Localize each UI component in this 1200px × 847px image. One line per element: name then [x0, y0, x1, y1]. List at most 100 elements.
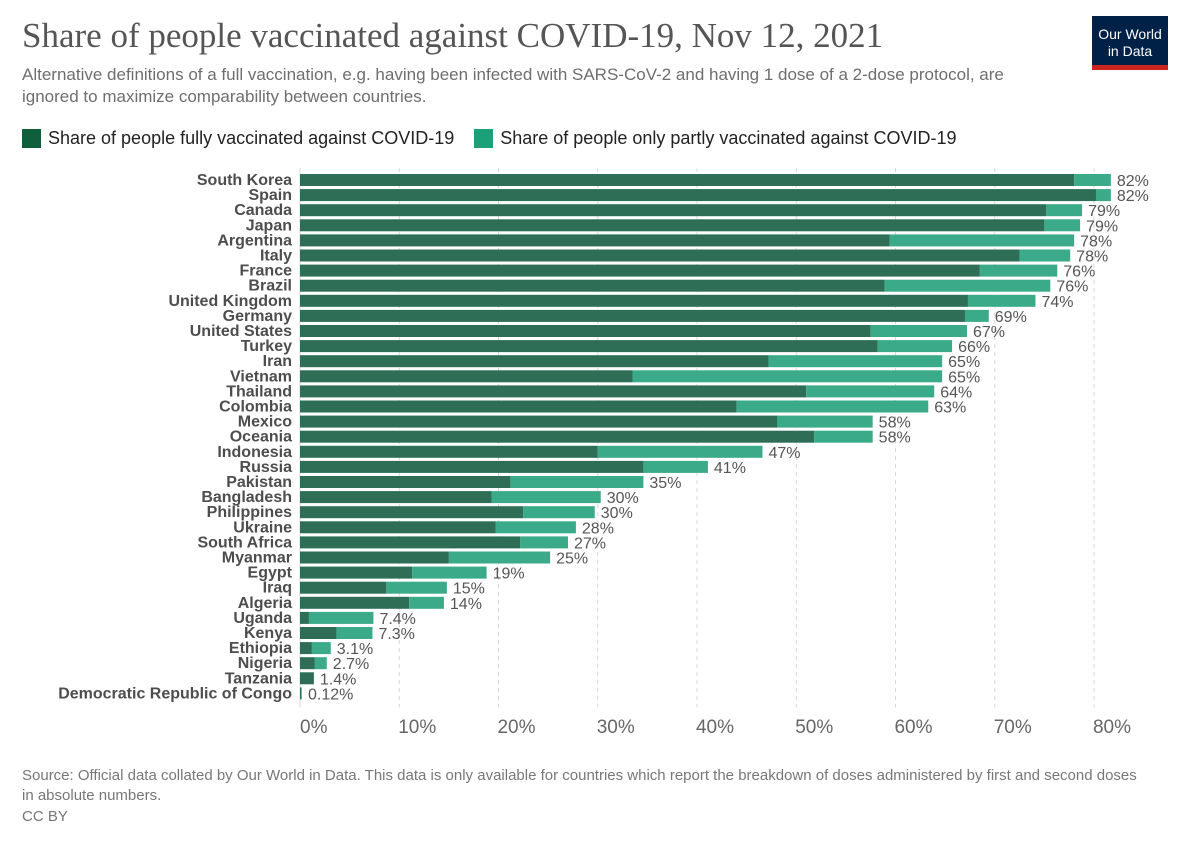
value-label: 67% — [973, 324, 1005, 341]
value-label: 65% — [948, 369, 980, 386]
bar-partly-vaccinated — [448, 551, 551, 564]
value-label: 76% — [1063, 264, 1095, 281]
category-label: Spain — [248, 187, 292, 204]
value-label: 3.1% — [337, 641, 373, 658]
bar-fully-vaccinated — [300, 294, 968, 307]
bar-partly-vaccinated — [736, 400, 929, 413]
category-label: Indonesia — [217, 444, 292, 461]
bar-fully-vaccinated — [300, 219, 1045, 232]
value-label: 19% — [493, 566, 525, 583]
value-label: 63% — [934, 400, 966, 417]
category-label: Germany — [223, 308, 292, 325]
bar-fully-vaccinated — [300, 611, 309, 624]
value-label: 2.7% — [333, 656, 369, 673]
bar-fully-vaccinated — [300, 189, 1096, 202]
category-label: United Kingdom — [168, 293, 292, 310]
bar-fully-vaccinated — [300, 400, 737, 413]
bar-fully-vaccinated — [300, 204, 1047, 217]
bar-partly-vaccinated — [777, 415, 873, 428]
bar-partly-vaccinated — [643, 460, 708, 473]
category-label: Brazil — [248, 278, 292, 295]
value-label: 28% — [582, 520, 614, 537]
category-label: Mexico — [238, 414, 292, 431]
bar-partly-vaccinated — [979, 264, 1058, 277]
bar-partly-vaccinated — [336, 627, 373, 639]
category-label: Ukraine — [233, 519, 292, 536]
category-label: Tanzania — [225, 670, 292, 687]
bar-fully-vaccinated — [300, 687, 301, 700]
owid-logo[interactable]: Our World in Data — [1092, 16, 1168, 70]
value-label: 30% — [607, 490, 639, 507]
category-label: Vietnam — [230, 368, 292, 385]
bar-partly-vaccinated — [300, 687, 302, 700]
value-label: 64% — [940, 384, 972, 401]
value-label: 79% — [1088, 203, 1120, 220]
value-label: 1.4% — [320, 671, 356, 688]
legend-item-partial[interactable]: Share of people only partly vaccinated a… — [474, 128, 957, 149]
source-note: Source: Official data collated by Our Wo… — [22, 767, 1137, 804]
value-label: 74% — [1041, 294, 1073, 311]
category-label: Russia — [240, 459, 293, 476]
license-note: CC BY — [22, 808, 68, 825]
chart-legend: Share of people fully vaccinated against… — [22, 128, 977, 149]
category-label: Philippines — [207, 504, 292, 521]
category-label: Oceania — [230, 429, 292, 446]
bar-partly-vaccinated — [308, 611, 374, 624]
category-label: Iran — [263, 353, 292, 370]
bar-partly-vaccinated — [386, 581, 447, 594]
bar-fully-vaccinated — [300, 370, 633, 383]
x-tick-label: 80% — [1093, 717, 1131, 738]
labels: South Korea 82% Spain 82% Canada 79% Japan 79% A… — [58, 172, 1149, 703]
value-label: 41% — [714, 460, 746, 477]
legend-item-full[interactable]: Share of people fully vaccinated against… — [22, 128, 454, 149]
category-label: Turkey — [241, 338, 292, 355]
value-label: 58% — [879, 430, 911, 447]
bar-fully-vaccinated — [300, 672, 314, 685]
bar-partly-vaccinated — [520, 536, 568, 549]
stacked-bar-chart: South Korea 82% Spain 82% Canada 79% Japan 79% A… — [58, 168, 1149, 738]
bar-partly-vaccinated — [1095, 189, 1111, 202]
bar-fully-vaccinated — [300, 506, 524, 519]
x-axis-ticks: 0% 10% 20% 30% 40% 50% 60% 70% 80% — [300, 717, 1131, 738]
category-label: France — [240, 263, 293, 280]
category-label: Uganda — [233, 610, 292, 627]
x-tick-label: 70% — [994, 717, 1032, 738]
bar-partly-vaccinated — [409, 596, 444, 609]
value-label: 78% — [1076, 249, 1108, 266]
bar-fully-vaccinated — [300, 657, 315, 670]
bar-fully-vaccinated — [300, 325, 871, 337]
category-label: Pakistan — [226, 474, 292, 491]
bar-partly-vaccinated — [964, 309, 989, 322]
category-label: Democratic Republic of Congo — [58, 685, 292, 702]
bar-fully-vaccinated — [300, 491, 492, 504]
category-label: Kenya — [244, 625, 292, 642]
bar-fully-vaccinated — [300, 596, 410, 609]
bar-partly-vaccinated — [884, 279, 1051, 292]
bar-fully-vaccinated — [300, 642, 312, 655]
category-label: Italy — [260, 248, 292, 265]
bar-partly-vaccinated — [311, 642, 331, 655]
category-label: Nigeria — [238, 655, 292, 672]
value-label: 25% — [556, 551, 588, 568]
value-label: 0.12% — [308, 686, 353, 703]
bar-fully-vaccinated — [300, 309, 965, 322]
bar-partly-vaccinated — [495, 521, 576, 534]
bar-partly-vaccinated — [877, 340, 953, 353]
category-label: South Africa — [197, 534, 292, 551]
category-label: Egypt — [248, 565, 293, 582]
value-label: 47% — [769, 445, 801, 462]
bar-fully-vaccinated — [300, 234, 890, 247]
bar-partly-vaccinated — [412, 566, 487, 579]
x-tick-label: 40% — [696, 717, 734, 738]
value-label: 58% — [879, 415, 911, 432]
logo-line-2: in Data — [1107, 43, 1153, 59]
chart-title: Share of people vaccinated against COVID… — [22, 16, 884, 55]
legend-swatch-full — [22, 129, 41, 148]
bar-fully-vaccinated — [300, 385, 807, 398]
bar-partly-vaccinated — [814, 430, 873, 443]
value-label: 7.4% — [379, 611, 415, 628]
category-label: Argentina — [217, 232, 292, 249]
category-label: Myanmar — [222, 550, 292, 567]
category-label: United States — [190, 323, 292, 340]
category-label: Bangladesh — [201, 489, 292, 506]
